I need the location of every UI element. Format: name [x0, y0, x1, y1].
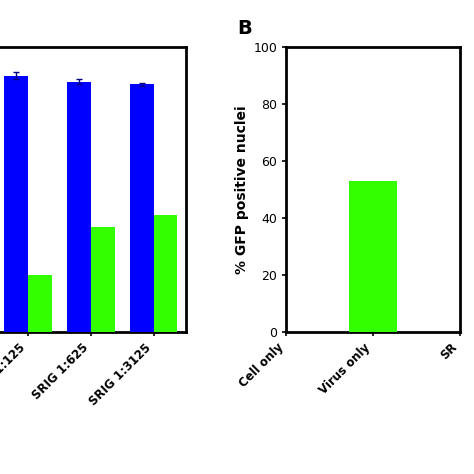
Bar	[4, 76, 28, 332]
Bar	[154, 215, 177, 332]
Y-axis label: % GFP positive nuclei: % GFP positive nuclei	[235, 105, 249, 274]
Bar	[130, 84, 154, 332]
Bar	[67, 82, 91, 332]
Bar	[349, 181, 397, 332]
Text: B: B	[238, 19, 253, 38]
Bar	[91, 227, 115, 332]
Bar	[28, 275, 52, 332]
